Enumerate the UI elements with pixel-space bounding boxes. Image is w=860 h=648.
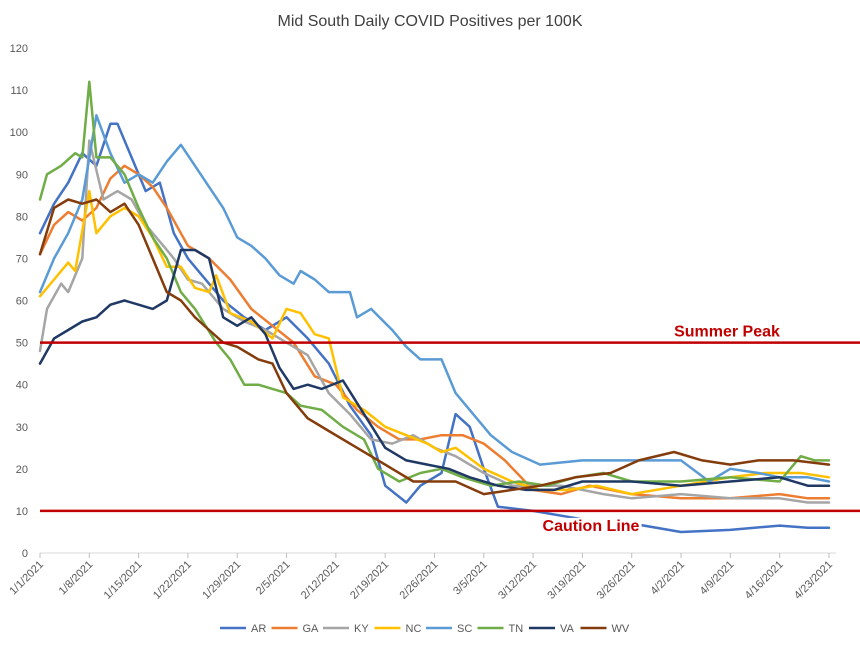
y-tick-label: 110 bbox=[10, 85, 28, 97]
y-tick-label: 10 bbox=[16, 506, 28, 518]
legend-label-sc: SC bbox=[457, 623, 472, 635]
series-line-wv bbox=[38, 198, 831, 496]
x-tick-label: 2/26/2021 bbox=[398, 559, 441, 602]
legend-label-ar: AR bbox=[251, 623, 266, 635]
x-tick-label: 1/29/2021 bbox=[200, 559, 243, 602]
y-axis: 0 10 20 30 40 50 60 70 80 90 100 110 120 bbox=[10, 43, 28, 560]
legend-label-tn: TN bbox=[509, 623, 524, 635]
x-tick-label: 3/19/2021 bbox=[545, 559, 588, 602]
y-tick-label: 80 bbox=[16, 211, 28, 223]
series-line-nc bbox=[38, 189, 831, 496]
legend-label-va: VA bbox=[560, 623, 575, 635]
legend-label-ky: KY bbox=[354, 623, 369, 635]
series-line-sc bbox=[38, 114, 831, 483]
x-tick-label: 1/8/2021 bbox=[57, 559, 96, 598]
y-tick-label: 50 bbox=[16, 338, 28, 350]
x-tick-label: 4/23/2021 bbox=[792, 559, 835, 602]
x-tick-label: 4/9/2021 bbox=[698, 559, 737, 598]
x-tick-label: 4/16/2021 bbox=[743, 559, 786, 602]
y-tick-label: 100 bbox=[10, 127, 28, 139]
x-tick-label: 2/19/2021 bbox=[348, 559, 391, 602]
y-tick-label: 0 bbox=[22, 548, 28, 560]
legend-label-wv: WV bbox=[612, 623, 630, 635]
y-tick-label: 120 bbox=[10, 43, 28, 55]
legend-label-nc: NC bbox=[406, 623, 422, 635]
x-tick-label: 1/15/2021 bbox=[102, 559, 145, 602]
legend-label-ga: GA bbox=[303, 623, 320, 635]
series-line-ky bbox=[38, 139, 831, 504]
series-line-va bbox=[38, 248, 831, 492]
y-tick-label: 90 bbox=[16, 169, 28, 181]
y-tick-label: 40 bbox=[16, 380, 28, 392]
reference-label-background bbox=[540, 517, 642, 535]
x-tick-label: 2/12/2021 bbox=[299, 559, 342, 602]
y-tick-label: 60 bbox=[16, 296, 28, 308]
y-tick-label: 20 bbox=[16, 464, 28, 476]
y-tick-label: 30 bbox=[16, 422, 28, 434]
chart-title: Mid South Daily COVID Positives per 100K bbox=[277, 13, 582, 30]
y-tick-label: 70 bbox=[16, 253, 28, 265]
x-tick-label: 1/1/2021 bbox=[7, 559, 46, 598]
series-line-tn bbox=[38, 80, 831, 487]
x-tick-label: 2/5/2021 bbox=[254, 559, 293, 598]
caution-line-label: Caution Line bbox=[543, 518, 640, 535]
x-tick-label: 4/2/2021 bbox=[648, 559, 687, 598]
reference-lines: Summer Peak Caution Line bbox=[40, 324, 860, 535]
series-lines bbox=[38, 80, 831, 534]
x-tick-label: 3/26/2021 bbox=[595, 559, 638, 602]
summer-peak-label: Summer Peak bbox=[674, 324, 780, 341]
x-axis: 1/1/2021 1/8/2021 1/15/2021 1/22/2021 1/29/2… bbox=[7, 552, 836, 602]
x-tick-label: 1/22/2021 bbox=[151, 559, 194, 602]
x-tick-label: 3/5/2021 bbox=[451, 559, 490, 598]
x-tick-label: 3/12/2021 bbox=[496, 559, 539, 602]
legend: AR GA KY NC SC TN VA WV bbox=[220, 623, 630, 635]
